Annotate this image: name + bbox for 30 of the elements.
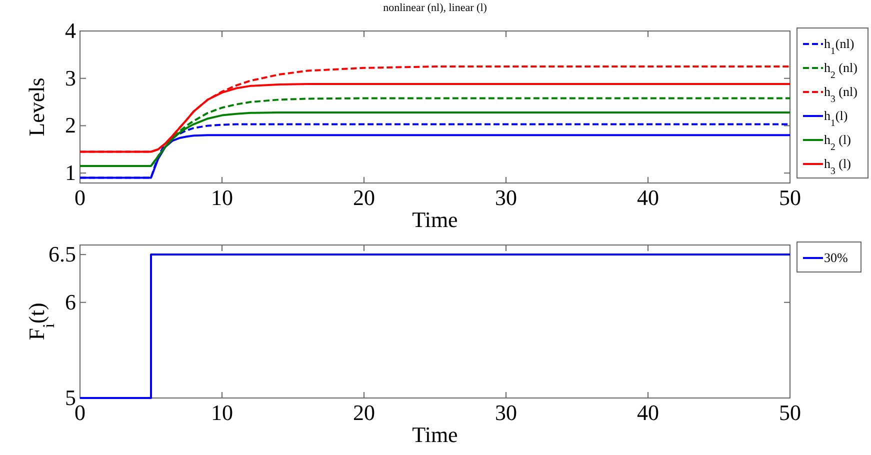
x-tick-label: 20 <box>353 185 375 210</box>
chart-title: nonlinear (nl), linear (l) <box>383 2 488 14</box>
x-tick-label: 50 <box>779 400 801 425</box>
x-tick-label: 30 <box>495 185 517 210</box>
x-axis-title: Time <box>412 207 458 232</box>
y-tick-label: 1 <box>65 160 76 186</box>
legend-label: h$_{1}$(nl) <box>824 36 854 56</box>
legend-label: h$_{3}$ (nl) <box>824 84 858 104</box>
legend-label: h$_{2}$ (nl) <box>824 60 858 80</box>
y-tick-label: 6.5 <box>48 242 76 267</box>
x-tick-label: 20 <box>353 400 375 425</box>
y-tick-label: 4 <box>65 18 76 43</box>
y-tick-label: 3 <box>65 65 76 90</box>
legend-label: h$_{1}$(l) <box>824 108 848 128</box>
y-axis-title: Levels <box>24 78 49 136</box>
x-tick-label: 40 <box>637 400 659 425</box>
y-tick-label: 5 <box>65 385 76 410</box>
x-tick-label: 10 <box>211 185 233 210</box>
x-tick-label: 30 <box>495 400 517 425</box>
x-tick-label: 50 <box>779 185 801 210</box>
y-tick-label: 6 <box>65 289 76 314</box>
legend-label: h$_{3}$ (l) <box>824 156 851 176</box>
x-tick-label: 10 <box>211 400 233 425</box>
x-axis-title: Time <box>412 422 458 447</box>
x-tick-label: 40 <box>637 185 659 210</box>
y-tick-label: 2 <box>65 112 76 138</box>
legend-label: h$_{2}$ (l) <box>824 132 851 152</box>
legend-label: 30% <box>824 250 848 265</box>
x-tick-label: 0 <box>74 400 86 425</box>
x-tick-label: 0 <box>74 185 86 210</box>
